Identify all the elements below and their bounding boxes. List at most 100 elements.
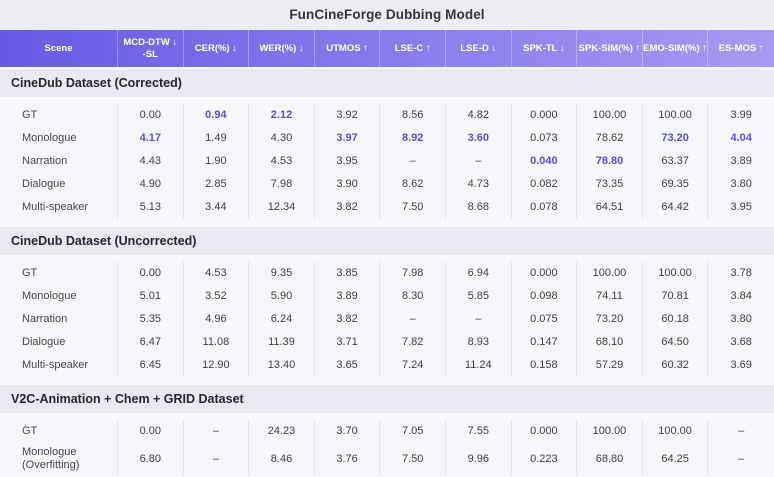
cell-value: 3.82 [315,196,381,219]
cell-value: – [446,308,512,331]
cell-value: 4.43 [118,150,184,173]
cell-value: 3.92 [315,104,381,127]
cell-value: 0.223 [512,443,578,476]
cell-value: 2.85 [184,173,250,196]
cell-value: 0.098 [512,285,578,308]
column-header-lse-c: LSE-C ↑ [380,30,446,67]
cell-value: – [380,308,446,331]
row-label: Multi-speaker [0,354,118,377]
cell-value: 7.55 [446,420,512,443]
cell-value: 3.84 [730,289,752,302]
row-label: Monologue (Overfitting) [0,443,118,476]
row-label: GT [0,420,118,443]
cell-value: 0.000 [512,262,578,285]
cell-value: 5.85 [446,285,512,308]
section-rows: GT 0.00 4.53 9.35 3.85 7.98 6.94 0.000 100.00 100… [0,257,774,383]
cell-value: 100.00 [643,104,709,127]
cell-value: 3.71 [315,331,381,354]
row-label: Monologue [0,285,118,308]
column-header-emo-sim: EMO-SIM(%) ↑ [643,30,709,67]
table-row-dialogue: Dialogue 6.47 11.08 11.39 3.71 7.82 8.93 0.147 6… [0,331,774,354]
cell-value: 6.94 [446,262,512,285]
section-heading-cinedub-dataset-corrected: CineDub Dataset (Corrected) [0,67,774,99]
table-row-narration: Narration 5.35 4.96 6.24 3.82– –0.075 73.20 60.… [0,308,774,331]
column-header-spk-sim: SPK-SIM(%) ↑ [577,30,643,67]
cell-value: 3.69 [730,358,752,371]
cell-value: 100.00 [643,262,709,285]
cell-value: 11.39 [249,331,315,354]
table-row-dialogue: Dialogue 4.90 2.85 7.98 3.90 8.62 4.73 0.082 73.… [0,173,774,196]
cell-value: 3.78 [730,266,752,279]
row-label: Narration [0,150,118,173]
cell-value: 78.62 [577,127,643,150]
cell-value: 7.82 [380,331,446,354]
cell-value: – [184,420,250,443]
cell-value: 0.00 [118,104,184,127]
row-label: Monologue [0,127,118,150]
cell-value: 0.158 [512,354,578,377]
table-row-gt: GT 0.00–24.23 3.70 7.05 7.55 0.000 100.00 100.0… [0,420,774,443]
cell-value: 11.08 [184,331,250,354]
cell-value: 7.50 [380,196,446,219]
cell-value: 8.30 [380,285,446,308]
cell-value: 73.20 [577,308,643,331]
cell-value: 0.073 [512,127,578,150]
cell-value: 7.50 [380,443,446,476]
cell-value: 3.82 [315,308,381,331]
cell-value: 4.90 [118,173,184,196]
cell-value: 12.34 [249,196,315,219]
section-rows: GT 0.00–24.23 3.70 7.05 7.55 0.000 100.00 100.0… [0,415,774,477]
table-header-row: Scene MCD-DTW ↓ -SL CER(%) ↓ WER(%) ↓ UTMOS ↑… [0,30,774,67]
cell-value: 0.040 [512,150,578,173]
cell-value: 4.04 [730,131,752,144]
page-title: FunCineForge Dubbing Model [289,7,485,22]
cell-value: 3.90 [315,173,381,196]
cell-value: 6.47 [118,331,184,354]
cell-value: 74.11 [577,285,643,308]
cell-value: 100.00 [577,104,643,127]
cell-value: 64.25 [643,443,709,476]
cell-value: 8.62 [380,173,446,196]
table-row-monologue: Monologue 5.01 3.52 5.90 3.89 8.30 5.85 0.098 74… [0,285,774,308]
column-header-mcd-dtw: MCD-DTW ↓ -SL [118,30,184,67]
cell-value: 3.68 [730,335,752,348]
column-header-scene: Scene [0,30,118,67]
cell-value: 3.76 [315,443,381,476]
cell-value: 7.24 [380,354,446,377]
cell-value: – [738,452,745,465]
cell-value: 3.65 [315,354,381,377]
cell-value: 60.18 [643,308,709,331]
cell-value: 8.93 [446,331,512,354]
cell-value: 8.56 [380,104,446,127]
cell-value: 0.94 [184,104,250,127]
column-header-utmos: UTMOS ↑ [315,30,381,67]
cell-value: 9.35 [249,262,315,285]
cell-value: 5.35 [118,308,184,331]
cell-value: 3.95 [315,150,381,173]
cell-value: 5.01 [118,285,184,308]
table-row-gt: GT 0.00 0.94 2.12 3.92 8.56 4.82 0.000 100.00 100… [0,104,774,127]
column-header-cer: CER(%) ↓ [184,30,250,67]
cell-value: 0.147 [512,331,578,354]
cell-value: 8.46 [249,443,315,476]
cell-value: 100.00 [577,420,643,443]
section-heading-v2c-animation-chem-grid-dataset: V2C-Animation + Chem + GRID Dataset [0,383,774,415]
column-header-es-mos: ES-MOS ↑ [718,42,764,54]
cell-value: 0.000 [512,104,578,127]
section-heading-cinedub-dataset-uncorrected: CineDub Dataset (Uncorrected) [0,225,774,257]
cell-value: 69.35 [643,173,709,196]
cell-value: 3.80 [730,177,752,190]
cell-value: 0.082 [512,173,578,196]
cell-value: 3.80 [730,312,752,325]
cell-value: 64.42 [643,196,709,219]
row-label: GT [0,104,118,127]
column-header-lse-d: LSE-D ↓ [446,30,512,67]
cell-value: 2.12 [249,104,315,127]
table-row-monologue-overfitting: Monologue (Overfitting) 6.80–8.46 3.76 7.50… [0,443,774,476]
cell-value: 100.00 [643,420,709,443]
cell-value: 3.89 [315,285,381,308]
cell-value: 5.90 [249,285,315,308]
cell-value: 4.30 [249,127,315,150]
cell-value: 70.81 [643,285,709,308]
cell-value: 73.35 [577,173,643,196]
